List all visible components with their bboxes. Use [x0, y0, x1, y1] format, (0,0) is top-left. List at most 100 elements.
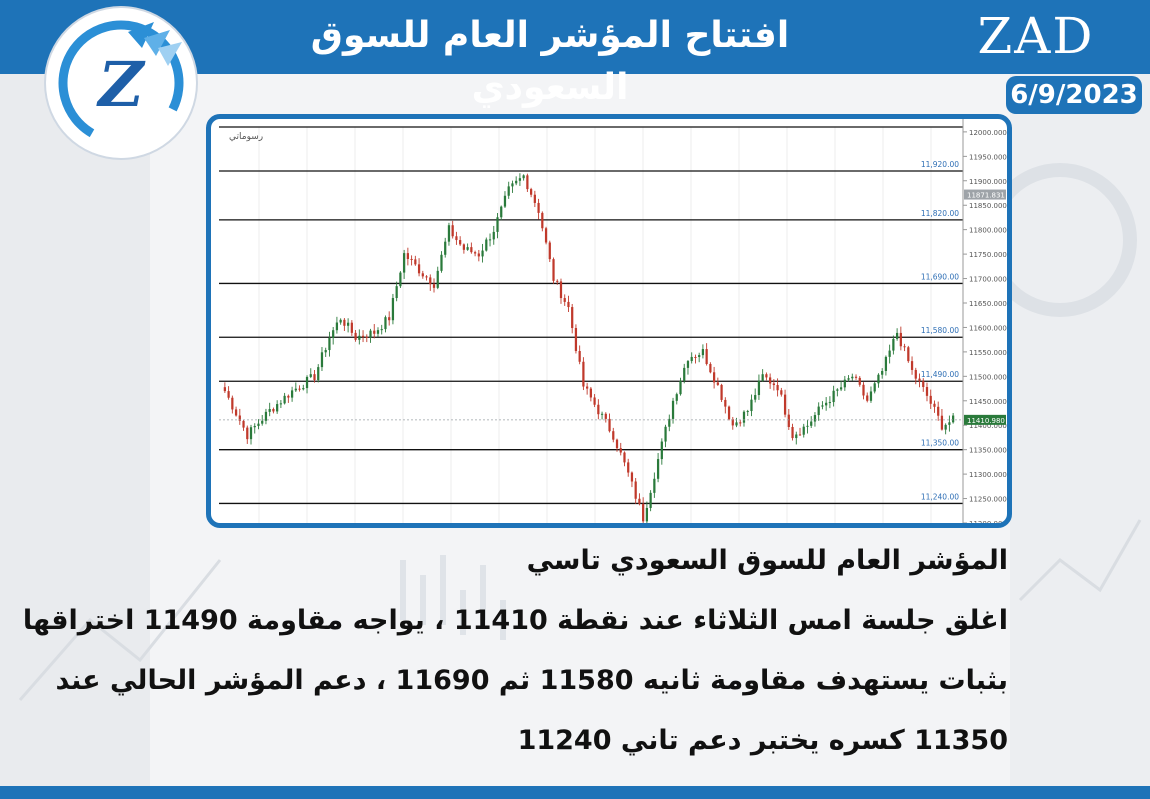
candle-body	[559, 281, 563, 299]
candle-body	[750, 399, 753, 412]
candle-body	[343, 319, 346, 326]
candle-body	[242, 420, 245, 428]
candle-body	[712, 372, 716, 383]
candle-body	[791, 426, 794, 439]
candle-body	[694, 356, 697, 358]
candle-body	[298, 388, 301, 390]
candle-body	[795, 434, 798, 439]
candle-body	[488, 239, 492, 241]
candle-body	[888, 350, 891, 357]
level-label: 11,490.00	[921, 370, 959, 379]
candle-body	[477, 253, 480, 257]
candle-body	[929, 395, 932, 404]
candle-body	[388, 317, 391, 321]
candle-body	[798, 434, 802, 436]
candle-body	[952, 415, 955, 423]
candle-body	[817, 406, 820, 416]
candle-body	[847, 378, 850, 380]
candle-body	[828, 402, 832, 404]
header-bar: افتتاح المؤشر العام للسوق السعودي ZAD	[0, 0, 1150, 108]
candle-body	[664, 426, 667, 442]
y-tick-label: 11450.000	[969, 398, 1007, 406]
y-tick-label: 11650.000	[969, 300, 1007, 308]
candle-body	[395, 286, 398, 299]
candle-body	[481, 250, 484, 257]
candle-body	[309, 374, 312, 377]
candle-body	[485, 239, 488, 251]
candle-body	[462, 244, 466, 250]
level-label: 11,580.00	[921, 326, 959, 335]
candle-body	[518, 178, 522, 181]
y-tick-label: 11250.000	[969, 496, 1007, 504]
y-tick-label: 11950.000	[969, 153, 1007, 161]
candle-body	[328, 338, 331, 351]
candle-body	[272, 409, 275, 412]
candle-body	[679, 380, 682, 395]
candle-body	[578, 351, 581, 362]
candle-body	[529, 189, 533, 195]
candle-body	[604, 413, 607, 419]
candle-body	[496, 217, 499, 232]
article-line-2: اغلق جلسة امس الثلاثاء عند نقطة 11410 ، …	[22, 605, 1008, 636]
y-tick-label: 11700.000	[969, 276, 1007, 284]
candle-body	[358, 335, 361, 340]
candle-body	[574, 328, 578, 352]
candle-body	[455, 236, 458, 241]
candle-body	[556, 280, 559, 282]
candle-body	[313, 374, 316, 381]
y-tick-label: 11500.000	[969, 373, 1007, 381]
candle-body	[907, 347, 910, 362]
candle-body	[503, 195, 507, 207]
level-label: 11,350.00	[921, 439, 959, 448]
candle-body	[249, 427, 253, 440]
candle-body	[727, 406, 731, 420]
price-marker	[964, 414, 1006, 425]
candle-body	[466, 247, 469, 250]
candle-body	[597, 404, 600, 415]
candle-body	[586, 386, 589, 389]
price-marker-label: 11410.980	[967, 417, 1005, 425]
candle-body	[739, 422, 742, 424]
article-line-4: 11350 كسره يختبر دعم تاني 11240	[517, 725, 1008, 756]
candle-body	[324, 350, 327, 353]
price-marker-label: 11871.831	[967, 192, 1005, 200]
candle-body	[384, 317, 387, 330]
candle-body	[683, 367, 686, 381]
candle-body	[761, 374, 764, 381]
candle-body	[615, 439, 619, 449]
y-tick-label: 11900.000	[969, 178, 1007, 186]
candle-body	[417, 264, 421, 274]
candle-body	[813, 415, 817, 422]
candle-body	[459, 240, 462, 245]
candle-body	[414, 259, 417, 265]
candle-body	[279, 403, 283, 405]
candle-body	[406, 253, 409, 259]
candle-body	[832, 390, 835, 403]
candle-body	[320, 352, 324, 368]
y-tick-label: 11800.000	[969, 227, 1007, 235]
candle-body	[246, 427, 249, 440]
candle-body	[810, 421, 813, 426]
article-line-3: بثبات يستهدف مقاومة ثانيه 11580 ثم 11690…	[55, 665, 1008, 696]
candle-body	[937, 406, 940, 416]
y-tick-label: 11750.000	[969, 251, 1007, 259]
candle-body	[425, 276, 428, 278]
candle-body	[881, 371, 884, 375]
candle-body	[361, 335, 365, 337]
candle-body	[589, 388, 592, 398]
candle-body	[608, 418, 611, 432]
candle-body	[391, 298, 395, 321]
candle-body	[257, 423, 260, 426]
candle-body	[884, 356, 888, 372]
candle-body	[511, 183, 514, 187]
candle-body	[806, 425, 809, 427]
candle-body	[675, 394, 678, 401]
y-tick-label: 11550.000	[969, 349, 1007, 357]
candle-body	[787, 414, 790, 427]
candle-body	[720, 384, 723, 400]
candle-body	[638, 498, 641, 504]
candle-body	[948, 422, 951, 425]
candle-body	[836, 389, 839, 391]
candle-body	[754, 395, 757, 400]
candle-body	[533, 194, 536, 203]
